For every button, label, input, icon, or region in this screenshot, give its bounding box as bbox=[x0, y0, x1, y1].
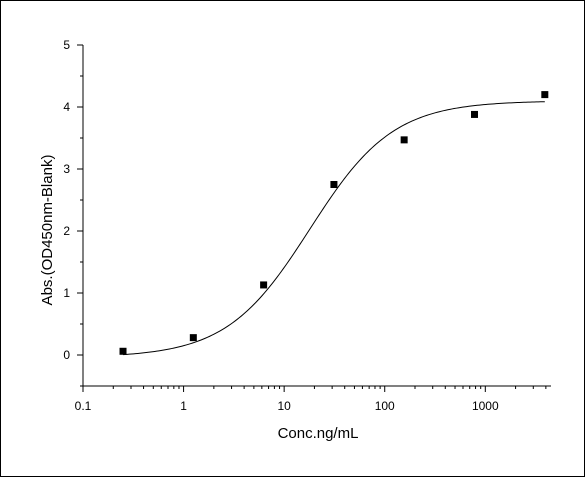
x-tick-label: 10 bbox=[277, 399, 291, 413]
tick-labels: 0 1 2 3 4 5 0.1 1 10 100 1000 bbox=[63, 38, 499, 413]
y-tick-label: 4 bbox=[63, 100, 70, 114]
y-tick-label: 2 bbox=[63, 224, 70, 238]
y-axis-title: Abs.(OD450nm-Blank) bbox=[39, 155, 56, 306]
y-tick-label: 1 bbox=[63, 286, 70, 300]
y-tick-label: 5 bbox=[63, 38, 70, 52]
x-tick-label: 1 bbox=[180, 399, 187, 413]
y-tick-label: 0 bbox=[63, 348, 70, 362]
y-tick-label: 3 bbox=[63, 162, 70, 176]
data-point bbox=[119, 347, 127, 355]
x-tick-label: 0.1 bbox=[75, 399, 92, 413]
ticks bbox=[77, 44, 547, 392]
data-point bbox=[330, 181, 338, 188]
data-points bbox=[119, 91, 549, 355]
data-point bbox=[260, 281, 268, 289]
data-point bbox=[189, 334, 197, 342]
x-axis-title: Conc.ng/mL bbox=[278, 425, 359, 442]
x-tick-label: 100 bbox=[375, 399, 395, 413]
data-point bbox=[541, 91, 549, 99]
data-point bbox=[471, 110, 479, 118]
x-tick-label: 1000 bbox=[472, 399, 499, 413]
data-point bbox=[400, 136, 408, 144]
fit-curve bbox=[122, 101, 545, 356]
